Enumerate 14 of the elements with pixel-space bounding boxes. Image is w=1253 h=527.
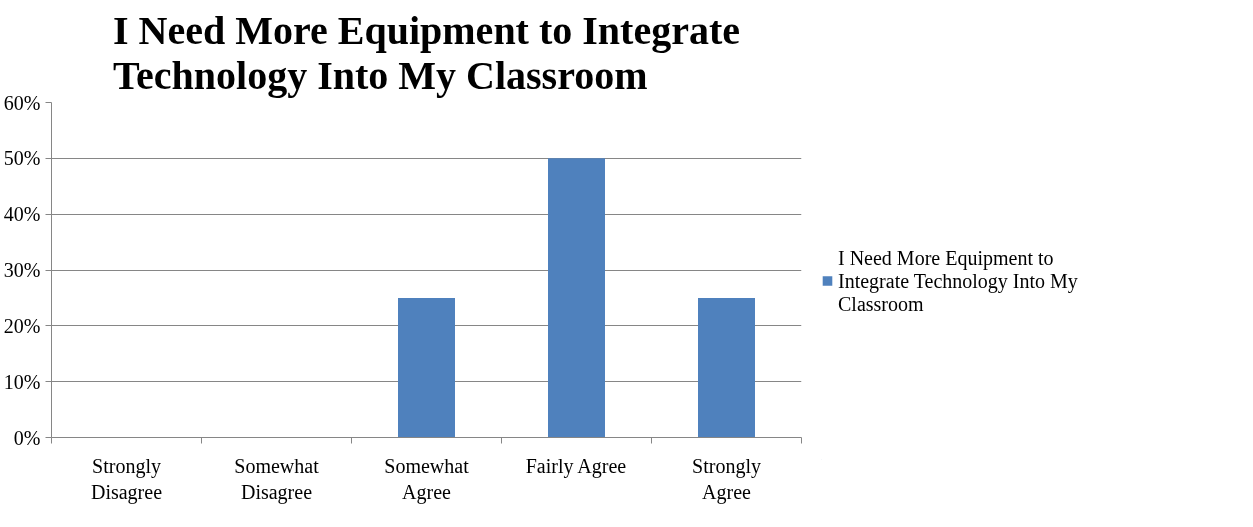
y-tick-label: 40% xyxy=(3,203,41,226)
y-tick-label: 20% xyxy=(3,314,41,337)
legend-label: I Need More Equipment to Integrate Technology Into My Classroom xyxy=(838,246,1078,315)
x-tick-label: Somewhat Disagree xyxy=(234,454,320,504)
chart-title: I Need More Equipment to Integrate Technology Into My Classroom xyxy=(113,7,740,98)
y-tick-label: 60% xyxy=(3,91,41,114)
y-tick-label: 0% xyxy=(13,426,41,449)
x-tick-label: Somewhat Agree xyxy=(384,454,470,504)
x-tick-label: Fairly Agree xyxy=(525,454,627,478)
x-tick-label: Strongly Agree xyxy=(692,454,761,504)
y-tick-label: 30% xyxy=(3,259,41,281)
x-tick-label: Strongly Disagree xyxy=(90,454,163,504)
y-tick-label: 50% xyxy=(3,147,41,170)
y-tick-label: 10% xyxy=(3,370,41,393)
